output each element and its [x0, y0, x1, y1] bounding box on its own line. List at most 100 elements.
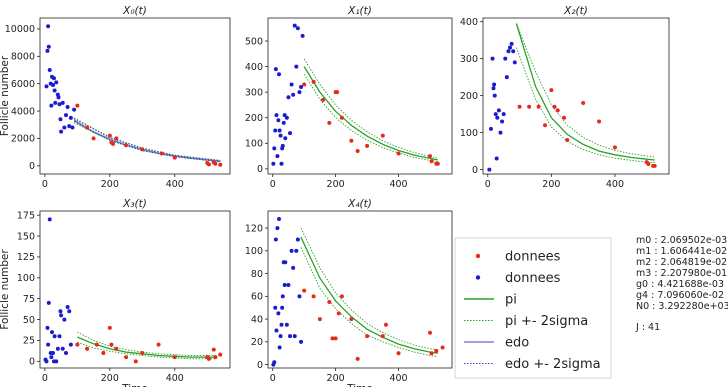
x-tick-label: 400 [389, 179, 407, 190]
panel-title: X₃(t) [122, 198, 147, 210]
legend-label: donnees [505, 250, 561, 265]
series-line-green_dotted [303, 58, 438, 159]
y-tick-label: 100 [460, 128, 478, 139]
legend-entry: donnees [475, 271, 561, 286]
data-point [85, 125, 90, 130]
data-point [490, 56, 495, 61]
data-point [284, 115, 289, 120]
data-point [434, 348, 439, 353]
data-point [501, 112, 506, 117]
data-point [172, 355, 177, 360]
y-tick-label: 300 [460, 54, 478, 65]
data-point [58, 117, 63, 122]
parameter-line: m1 : 1.606441e-02 [636, 246, 727, 257]
data-point [495, 115, 500, 120]
data-point [291, 265, 296, 270]
data-point [365, 143, 370, 148]
series-line-green_line [303, 66, 438, 161]
data-point [276, 118, 281, 123]
data-point [339, 115, 344, 120]
data-point [111, 141, 116, 146]
data-point [297, 294, 302, 299]
data-point [339, 294, 344, 299]
data-point [493, 112, 498, 117]
data-point [75, 103, 80, 108]
y-tick-label: 25 [23, 336, 35, 347]
series-line-green_line [300, 236, 438, 354]
data-point [280, 305, 285, 310]
parameter-line: m0 : 2.069502e-03 [636, 235, 727, 246]
y-tick-label: 150 [17, 231, 35, 242]
data-point [218, 162, 223, 167]
data-point [277, 128, 282, 133]
series-line-green_dotted [515, 47, 655, 163]
panel-1: X₁(t) 0 200 400 0 100 200 300 400 500 [245, 5, 453, 190]
data-point [286, 95, 291, 100]
data-point [383, 322, 388, 327]
data-point [286, 282, 291, 287]
data-point [527, 104, 532, 109]
y-tick-label: 0 [29, 357, 35, 368]
y-tick-label: 100 [245, 139, 263, 150]
data-point [549, 88, 554, 93]
data-point [336, 311, 341, 316]
y-tick-label: 400 [245, 62, 263, 73]
data-point [63, 350, 68, 355]
data-point [492, 93, 497, 98]
legend-marker [475, 253, 481, 259]
y-tick-label: 200 [460, 91, 478, 102]
data-point [275, 154, 280, 159]
data-point [302, 82, 307, 87]
data-point [284, 322, 289, 327]
data-point [282, 282, 287, 287]
data-point [54, 80, 59, 85]
data-point [277, 345, 282, 350]
panel-4: X₄(t) 0 200 400 0 20 40 60 80 100 120 Time [245, 198, 453, 387]
data-point [213, 161, 218, 166]
data-point [299, 85, 304, 90]
y-tick-label: 400 [460, 17, 478, 28]
y-tick-label: 500 [245, 36, 263, 47]
data-point [504, 75, 509, 80]
x-tick-label: 0 [485, 179, 491, 190]
data-point [327, 300, 332, 305]
data-point [172, 155, 177, 160]
data-point [60, 346, 65, 351]
x-tick-label: 200 [101, 373, 119, 384]
data-point [302, 288, 307, 293]
data-point [429, 351, 434, 356]
panel-title: X₄(t) [347, 198, 372, 210]
j-value: J : 41 [635, 322, 660, 333]
data-point [292, 23, 297, 28]
data-point [206, 162, 211, 167]
data-point [327, 120, 332, 125]
data-point [114, 346, 119, 351]
plot-frame [482, 17, 670, 175]
data-point [55, 346, 60, 351]
plot-frame [39, 210, 231, 369]
data-point [562, 115, 567, 120]
y-tick-label: 60 [251, 292, 263, 303]
data-point [124, 143, 129, 148]
legend-label: donnees [505, 271, 561, 286]
y-tick-label: 8000 [11, 52, 35, 63]
data-point [555, 108, 560, 113]
data-point [487, 167, 492, 172]
x-tick-label: 0 [42, 373, 48, 384]
plot-frame [267, 17, 453, 175]
data-point [612, 145, 617, 150]
data-point [49, 103, 54, 108]
data-point [46, 300, 51, 305]
data-point [50, 83, 55, 88]
data-point [68, 342, 73, 347]
data-point [274, 328, 279, 333]
y-tick-label: 100 [245, 246, 263, 257]
y-tick-label: 4000 [11, 106, 35, 117]
data-point [65, 104, 70, 109]
series-line-green_dotted [303, 74, 438, 162]
data-point [72, 107, 77, 112]
data-point [365, 334, 370, 339]
data-point [47, 217, 52, 222]
legend-entry: edo +- 2sigma [464, 357, 601, 372]
parameter-line: N0 : 3.292280e+03 [636, 301, 728, 312]
